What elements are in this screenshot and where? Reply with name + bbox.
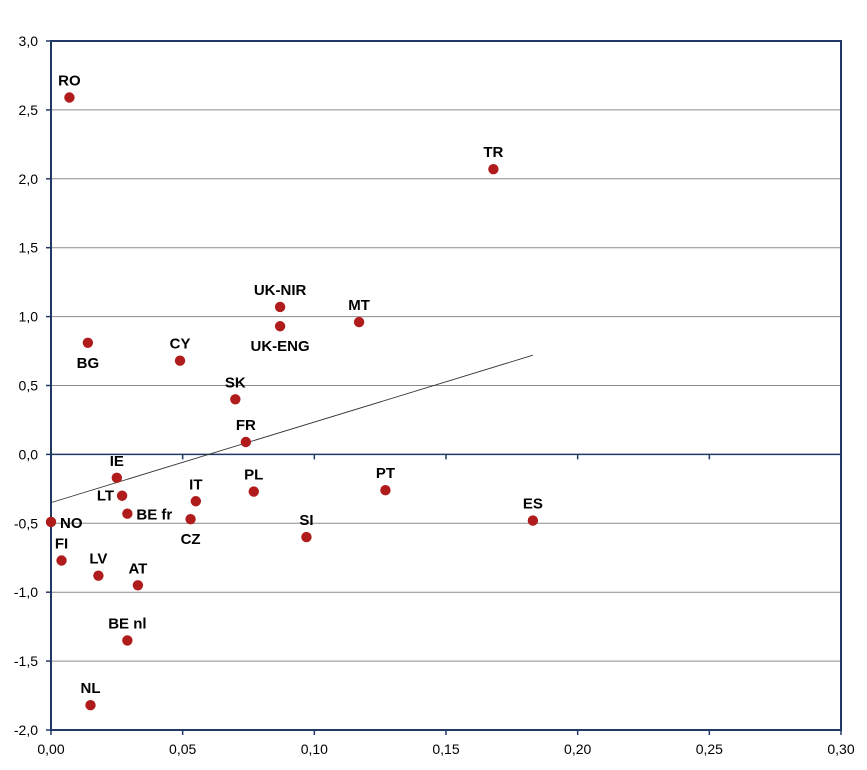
data-label: AT: [128, 560, 147, 577]
x-tick-label: 0,15: [432, 741, 459, 757]
data-point-be-nl: [122, 635, 133, 646]
data-point-fr: [240, 436, 252, 448]
data-point-es: [527, 515, 539, 526]
data-point-tr: [488, 163, 499, 175]
data-label: LT: [97, 488, 114, 505]
data-label: NL: [81, 680, 101, 697]
trendline: [50, 354, 534, 504]
y-tick-label: -0,5: [14, 515, 38, 531]
data-label: TR: [483, 144, 503, 161]
data-label: BE nl: [108, 615, 146, 632]
x-tick-label: 0,05: [169, 741, 196, 757]
y-tick-label: 1,0: [19, 309, 39, 325]
data-label: IT: [189, 476, 202, 493]
data-point-sk: [230, 394, 241, 405]
data-label: LV: [89, 551, 107, 568]
y-tick-label: 2,5: [19, 102, 39, 118]
data-point-no: [45, 516, 57, 528]
data-label: UK-NIR: [254, 282, 307, 299]
data-label: PT: [376, 465, 395, 482]
data-point-fi: [56, 555, 67, 566]
y-tick-label: -1,0: [14, 584, 38, 600]
data-point-cz: [185, 513, 196, 525]
data-point-at: [132, 580, 144, 591]
data-point-ie: [111, 472, 123, 484]
data-point-si: [301, 531, 312, 543]
data-label: SI: [299, 512, 313, 529]
y-tick-label: -1,5: [14, 653, 38, 669]
x-tick-label: 0,30: [827, 741, 854, 757]
data-point-uk-nir: [274, 301, 286, 313]
data-point-pt: [380, 485, 391, 496]
x-tick-label: 0,20: [564, 741, 591, 757]
y-tick-label: 0,0: [19, 446, 39, 462]
data-point-be-fr: [122, 508, 133, 519]
data-label: UK-ENG: [251, 338, 310, 355]
data-label: MT: [348, 297, 370, 314]
data-label: BG: [77, 355, 100, 372]
data-label: IE: [110, 453, 124, 470]
data-label: RO: [58, 72, 81, 89]
data-label: SK: [225, 374, 246, 391]
data-point-cy: [174, 355, 186, 366]
y-tick-label: 0,5: [19, 378, 39, 394]
data-points: [45, 92, 539, 711]
data-label: CZ: [181, 531, 201, 548]
data-label: NO: [60, 515, 83, 532]
axes: -2,0 -1,5 -1,0 -0,5 0,0 0,5 1,0 1,5 2,0 2,5 3,0 0,0…: [14, 33, 855, 757]
x-tick-label: 0,00: [37, 741, 64, 757]
y-tick-label: 3,0: [19, 33, 39, 49]
data-label: ES: [523, 496, 543, 513]
trendline-group: [50, 354, 534, 504]
x-tick-label: 0,10: [301, 741, 328, 757]
data-point-bg: [82, 337, 94, 348]
data-point-pl: [248, 486, 259, 497]
data-point-lt: [116, 490, 128, 501]
data-label: FR: [236, 417, 256, 434]
data-point-lv: [93, 570, 104, 581]
data-point-mt: [353, 316, 365, 328]
data-point-uk-eng: [274, 321, 286, 332]
y-tick-label: 1,5: [19, 240, 39, 256]
data-point-ro: [64, 92, 75, 103]
data-label: CY: [170, 336, 191, 353]
data-label: FI: [55, 536, 68, 553]
data-point-nl: [85, 699, 96, 711]
y-tick-label: -2,0: [14, 722, 38, 738]
x-tick-label: 0,25: [696, 741, 723, 757]
data-label: BE fr: [136, 507, 172, 524]
data-label: PL: [244, 467, 263, 484]
y-tick-label: 2,0: [19, 171, 39, 187]
data-labels: RO TR UK-NIR MT UK-ENG BG CY SK FR IE PL PT LT IT BE f…: [55, 72, 543, 697]
data-point-it: [190, 496, 202, 507]
